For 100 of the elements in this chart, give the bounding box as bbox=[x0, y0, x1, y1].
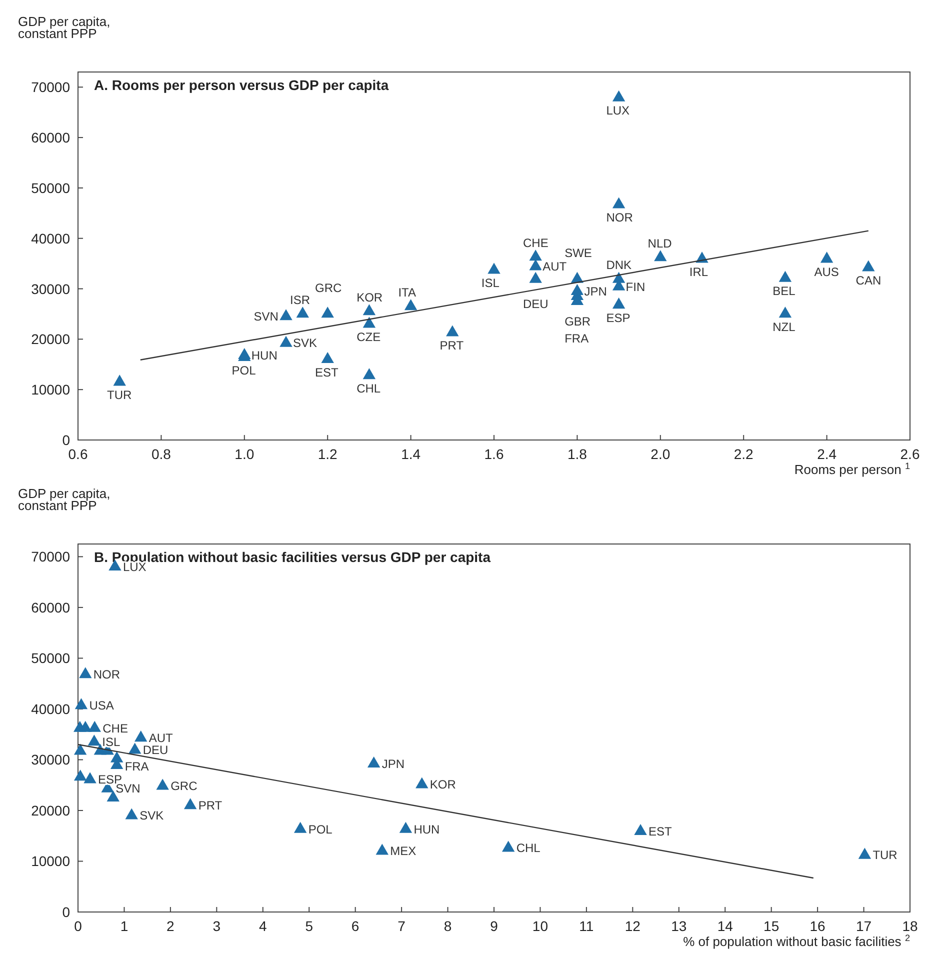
x-tick-label: 1 bbox=[120, 918, 128, 934]
x-tick-label: 0.8 bbox=[151, 446, 172, 462]
y-tick-label: 50000 bbox=[31, 650, 70, 666]
data-label: SVK bbox=[140, 808, 164, 823]
x-tick-label: 6 bbox=[351, 918, 360, 934]
point bbox=[529, 272, 542, 283]
point bbox=[376, 844, 388, 855]
point bbox=[612, 197, 626, 208]
y-tick-label: 40000 bbox=[31, 230, 70, 246]
data-label: CHL bbox=[356, 381, 381, 396]
data-label: DEU bbox=[142, 743, 168, 758]
x-tick-label: 1.8 bbox=[567, 446, 588, 462]
data-label: CHE bbox=[523, 236, 548, 250]
data-label: ESP bbox=[606, 310, 630, 325]
x-tick-label: 14 bbox=[717, 918, 734, 934]
x-tick-label: 9 bbox=[490, 918, 498, 934]
point bbox=[79, 720, 92, 732]
x-tick-label: 1.6 bbox=[484, 446, 504, 462]
x-tick-label: 12 bbox=[624, 918, 641, 934]
y-axis-title: GDP per capita, constant PPP bbox=[18, 486, 110, 513]
y-tick-label: 0 bbox=[62, 904, 70, 920]
data-label: AUT bbox=[542, 260, 568, 274]
point bbox=[125, 808, 138, 820]
y-tick-label: 30000 bbox=[31, 752, 70, 768]
data-label: CZE bbox=[356, 330, 381, 344]
data-label: ISL bbox=[102, 734, 121, 749]
data-label: PRT bbox=[198, 798, 223, 812]
point bbox=[529, 259, 542, 270]
point bbox=[74, 698, 88, 710]
data-label: PRT bbox=[440, 338, 464, 353]
point bbox=[502, 840, 515, 852]
data-label: FRA bbox=[564, 331, 589, 346]
point bbox=[321, 352, 334, 364]
point bbox=[294, 822, 307, 833]
data-label: NOR bbox=[93, 667, 120, 682]
x-tick-label: 1.0 bbox=[234, 446, 254, 462]
data-label: CHE bbox=[102, 721, 128, 736]
point bbox=[862, 260, 875, 272]
data-label: DEU bbox=[523, 297, 548, 312]
data-label: HUN bbox=[251, 348, 278, 362]
data-label: CAN bbox=[856, 274, 882, 288]
x-axis-title: Rooms per person $^{1}$ bbox=[794, 461, 910, 477]
data-label: EST bbox=[315, 365, 340, 380]
data-label: HUN bbox=[414, 822, 440, 836]
data-label: TUR bbox=[107, 388, 132, 402]
data-label: CHL bbox=[516, 841, 541, 856]
x-tick-label: 18 bbox=[902, 918, 918, 934]
x-tick-label: 1.4 bbox=[401, 446, 421, 462]
x-tick-label: 2.6 bbox=[900, 446, 920, 462]
data-label: JPN bbox=[382, 756, 404, 771]
point bbox=[778, 270, 792, 282]
point bbox=[416, 777, 428, 788]
point bbox=[88, 734, 101, 746]
point bbox=[128, 742, 142, 754]
data-label: ISL bbox=[481, 276, 500, 290]
x-tick-label: 0 bbox=[74, 918, 82, 934]
data-label: KOR bbox=[430, 778, 456, 792]
data-label: FRA bbox=[124, 760, 149, 774]
y-axis-title: GDP per capita, constant PPP bbox=[18, 14, 110, 41]
point bbox=[113, 374, 126, 386]
data-label: SWE bbox=[564, 246, 592, 260]
data-label: GBR bbox=[564, 314, 591, 328]
data-label: SVK bbox=[293, 336, 318, 350]
x-tick-label: 2.4 bbox=[817, 446, 837, 462]
x-tick-label: 16 bbox=[810, 918, 826, 934]
x-tick-label: 7 bbox=[398, 918, 406, 934]
point bbox=[280, 336, 292, 347]
data-label: NOR bbox=[606, 210, 634, 225]
point bbox=[362, 368, 376, 380]
point bbox=[399, 822, 412, 833]
data-label: SVN bbox=[254, 309, 278, 324]
point bbox=[156, 778, 169, 790]
data-label: LUX bbox=[606, 104, 630, 118]
y-tick-label: 40000 bbox=[31, 700, 70, 717]
x-tick-label: 4 bbox=[258, 918, 267, 934]
data-label: POL bbox=[232, 363, 256, 378]
data-label: KOR bbox=[356, 290, 383, 304]
point bbox=[134, 730, 148, 742]
point bbox=[74, 744, 87, 755]
point bbox=[612, 298, 626, 309]
x-tick-label: 10 bbox=[532, 918, 548, 934]
data-label: EST bbox=[648, 824, 673, 838]
x-tick-label: 2.2 bbox=[734, 446, 754, 462]
x-tick-label: 15 bbox=[764, 918, 780, 934]
data-label: AUT bbox=[148, 730, 174, 745]
point bbox=[84, 772, 96, 784]
x-tick-label: 5 bbox=[305, 918, 314, 934]
y-tick-label: 30000 bbox=[31, 280, 70, 297]
point bbox=[820, 252, 834, 263]
x-tick-label: 1.2 bbox=[318, 446, 338, 462]
x-tick-label: 2 bbox=[166, 918, 175, 934]
point bbox=[858, 848, 872, 859]
y-tick-label: 20000 bbox=[31, 331, 70, 348]
data-label: ITA bbox=[398, 285, 416, 300]
point bbox=[367, 756, 380, 768]
point bbox=[280, 309, 292, 320]
point bbox=[184, 798, 197, 810]
x-tick-label: 11 bbox=[579, 918, 594, 934]
x-tick-label: 17 bbox=[856, 918, 872, 934]
x-tick-label: 13 bbox=[671, 918, 687, 934]
